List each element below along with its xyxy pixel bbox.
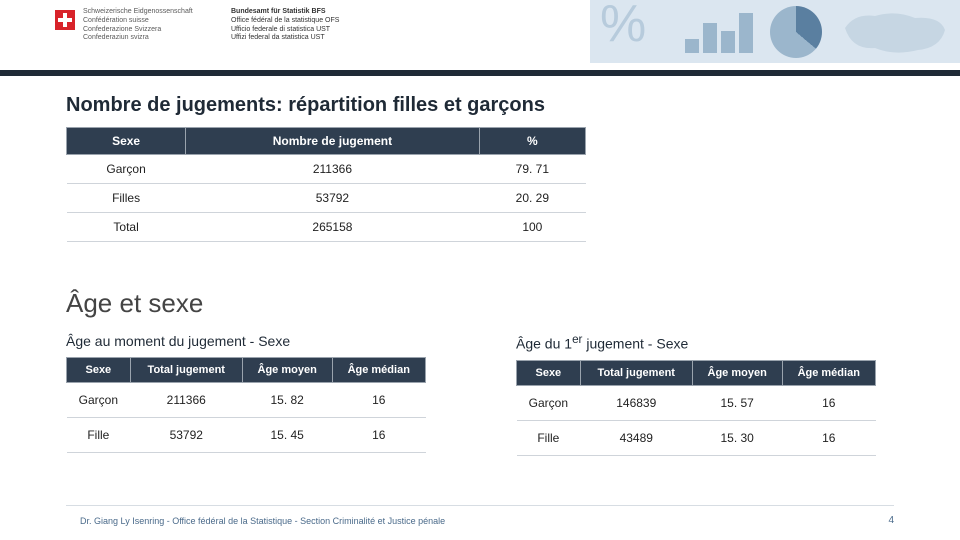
sub-right-title: Âge du 1er jugement - Sexe [516, 333, 876, 352]
swiss-map-icon [840, 8, 950, 56]
pie-icon [770, 6, 822, 58]
bars-icon [685, 13, 753, 53]
table-row: Garçon 211366 15. 82 16 [67, 383, 426, 418]
th: % [479, 128, 585, 155]
th: Âge médian [332, 358, 426, 383]
th: Âge moyen [692, 360, 782, 385]
header: Schweizerische Eidgenossenschaft Confédé… [0, 0, 960, 70]
th: Âge médian [782, 360, 876, 385]
footer-divider [66, 505, 894, 506]
percent-icon: % [600, 0, 646, 54]
th: Nombre de jugement [186, 128, 480, 155]
table-age-jugement: Sexe Total jugement Âge moyen Âge médian… [66, 357, 426, 453]
sub-left-title: Âge au moment du jugement - Sexe [66, 333, 426, 349]
table-row: Garçon 146839 15. 57 16 [517, 385, 876, 420]
footer: Dr. Giang Ly Isenring - Office fédéral d… [0, 515, 960, 526]
section-heading: Âge et sexe [66, 288, 894, 319]
th: Total jugement [580, 360, 692, 385]
sub-right: Âge du 1er jugement - Sexe Sexe Total ju… [516, 333, 876, 456]
footer-text: Dr. Giang Ly Isenring - Office fédéral d… [80, 516, 445, 526]
table-row: Fille 53792 15. 45 16 [67, 418, 426, 453]
table-row: Garçon 211366 79. 71 [67, 155, 586, 184]
table-row: Fille 43489 15. 30 16 [517, 420, 876, 455]
sub-left: Âge au moment du jugement - Sexe Sexe To… [66, 333, 426, 456]
th: Total jugement [130, 358, 242, 383]
confederation-text: Schweizerische Eidgenossenschaft Confédé… [83, 8, 213, 43]
page-title: Nombre de jugements: répartition filles … [66, 94, 894, 117]
th: Âge moyen [242, 358, 332, 383]
th: Sexe [67, 358, 131, 383]
th: Sexe [517, 360, 581, 385]
sub-tables-row: Âge au moment du jugement - Sexe Sexe To… [66, 333, 894, 456]
content: Nombre de jugements: répartition filles … [0, 76, 960, 456]
table-repartition: Sexe Nombre de jugement % Garçon 211366 … [66, 127, 586, 242]
table-age-premier-jugement: Sexe Total jugement Âge moyen Âge médian… [516, 360, 876, 456]
th: Sexe [67, 128, 186, 155]
table-row: Total 265158 100 [67, 213, 586, 242]
header-logo-block: Schweizerische Eidgenossenschaft Confédé… [55, 8, 401, 43]
table-row: Filles 53792 20. 29 [67, 184, 586, 213]
page-number: 4 [888, 515, 894, 526]
bfs-text: Bundesamt für Statistik BFS Office fédér… [231, 8, 401, 43]
swiss-shield-icon [55, 10, 75, 30]
header-graphic: % [590, 0, 960, 63]
